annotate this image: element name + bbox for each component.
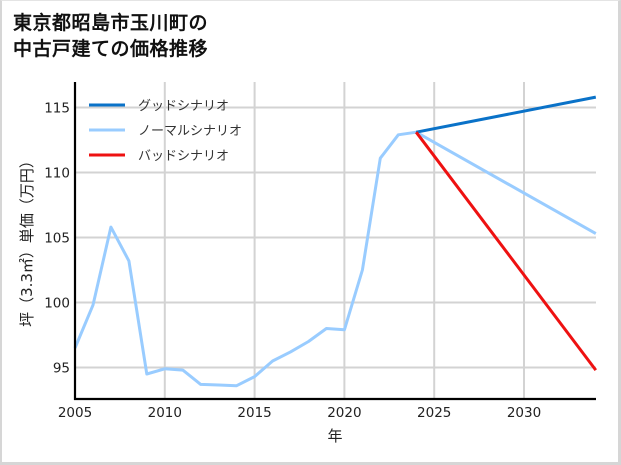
series-line <box>73 130 597 388</box>
y-axis-label: 坪（3.3㎡）単価（万円） <box>18 153 36 327</box>
x-tick-label: 2020 <box>327 405 361 421</box>
chart-title-line-2: 中古戸建ての価格推移 <box>13 38 209 60</box>
axes <box>73 82 596 401</box>
chart-title-line-1: 東京都昭島市玉川町の <box>13 12 209 34</box>
legend-label: ノーマルシナリオ <box>138 124 242 139</box>
legend-label: バッドシナリオ <box>138 149 229 164</box>
y-tick-label: 110 <box>44 166 70 182</box>
legend-label: グッドシナリオ <box>138 99 229 114</box>
x-axis-label: 年 <box>327 427 342 445</box>
y-tick-label: 115 <box>44 101 70 117</box>
y-tick-label: 105 <box>44 231 70 247</box>
x-axis-ticks: 2005 2010 2015 2020 2025 2030 <box>58 405 541 421</box>
x-tick-label: 2025 <box>417 405 451 421</box>
series-line <box>415 131 597 372</box>
y-tick-label: 95 <box>53 361 70 377</box>
series-line <box>415 95 597 134</box>
chart-title: 東京都昭島市玉川町の 中古戸建ての価格推移 <box>13 10 208 62</box>
gridlines <box>74 82 596 399</box>
x-tick-label: 2005 <box>58 405 92 421</box>
x-tick-label: 2030 <box>507 405 541 421</box>
x-tick-label: 2010 <box>148 405 182 421</box>
y-axis-ticks: 95 100 105 110 115 <box>44 101 70 377</box>
x-tick-label: 2015 <box>237 405 271 421</box>
y-tick-label: 100 <box>44 296 70 312</box>
data-series <box>73 95 597 388</box>
